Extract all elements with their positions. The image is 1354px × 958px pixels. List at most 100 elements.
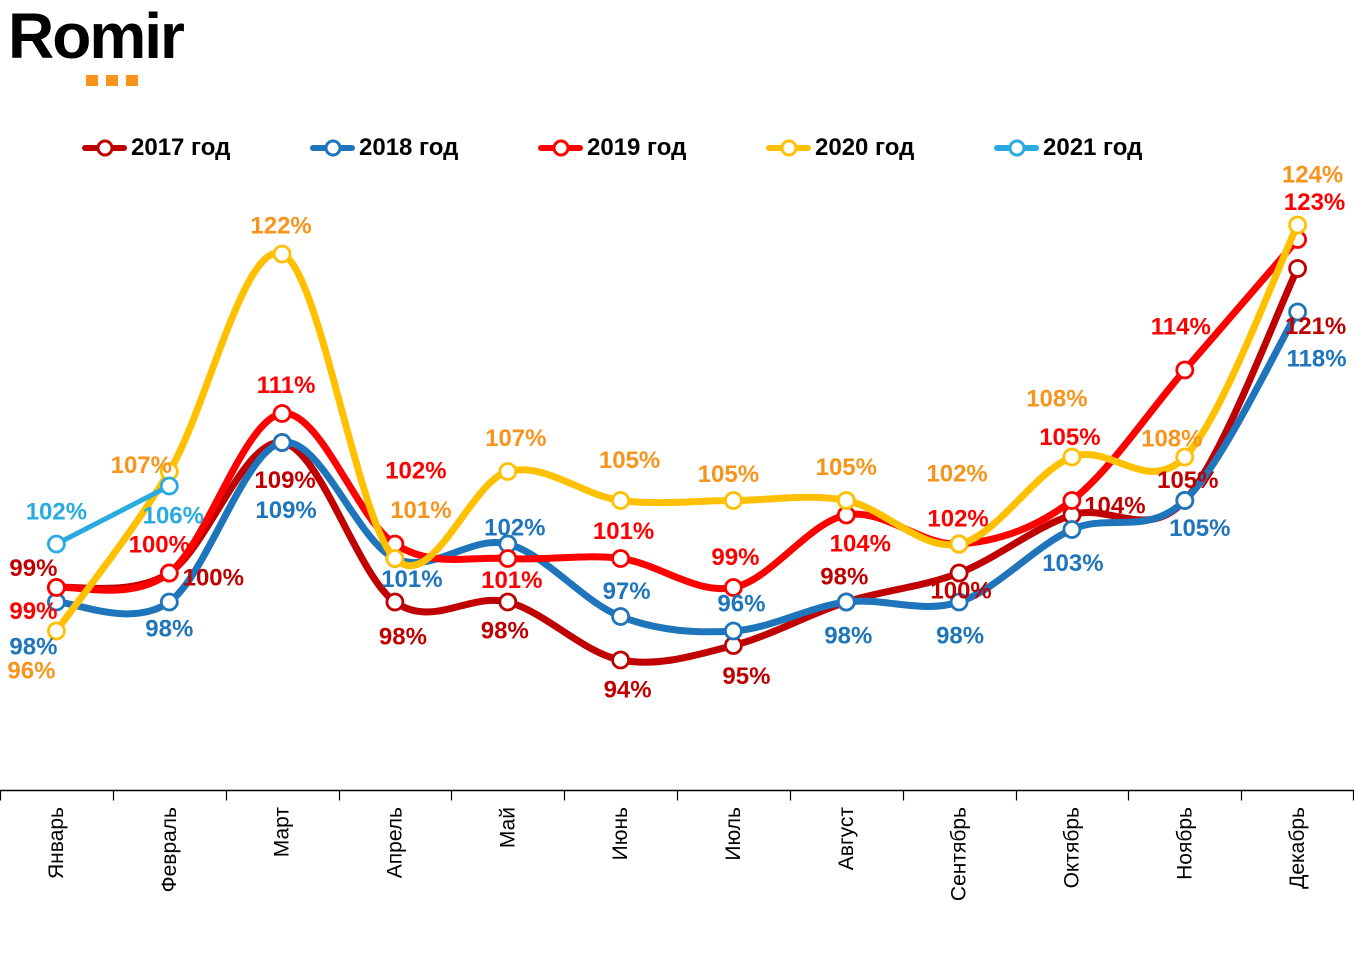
data-label: 123% <box>1284 189 1345 216</box>
data-point-marker <box>836 592 856 612</box>
data-label: 102% <box>926 461 987 488</box>
data-label: 107% <box>111 452 172 479</box>
data-label: 108% <box>1026 386 1087 413</box>
data-point-marker <box>385 549 405 568</box>
legend-item-2019: 2019 год <box>538 134 686 162</box>
romir-logo-dots-icon <box>86 75 138 86</box>
legend-marker-dot-icon <box>780 139 797 157</box>
data-point-marker <box>611 491 630 510</box>
legend-label: 2020 год <box>815 134 915 161</box>
romir-logo-text: Romir <box>8 0 185 72</box>
data-label: 100% <box>930 578 991 605</box>
data-point-marker <box>724 621 743 641</box>
data-label: 96% <box>7 658 55 685</box>
data-label: 102% <box>385 458 446 485</box>
data-label: 100% <box>183 565 244 592</box>
data-label: 101% <box>390 497 451 524</box>
data-point-marker <box>1062 520 1082 539</box>
data-label: 98% <box>936 623 984 650</box>
legend-marker-dot-icon <box>1008 139 1025 157</box>
data-label: 121% <box>1285 313 1346 340</box>
data-label: 98% <box>820 564 868 591</box>
x-axis-label: Декабрь <box>1286 807 1309 889</box>
data-point-marker <box>836 491 856 510</box>
data-label: 105% <box>599 447 660 474</box>
data-label: 105% <box>1169 515 1230 542</box>
x-axis-label: Октябрь <box>1060 807 1083 888</box>
data-point-marker <box>949 563 969 583</box>
legend-marker-icon <box>994 139 1039 157</box>
legend-marker-dot-icon <box>324 139 341 157</box>
data-label: 102% <box>26 499 87 526</box>
data-label: 98% <box>379 624 427 651</box>
logo-dot <box>126 75 138 86</box>
data-point-marker <box>949 534 969 554</box>
legend-marker-dot-icon <box>96 139 113 157</box>
data-point-marker <box>498 592 518 612</box>
data-point-marker <box>1062 447 1082 467</box>
data-label: 105% <box>698 461 759 488</box>
x-axis-label: Ноябрь <box>1173 807 1196 880</box>
data-point-marker <box>272 404 292 423</box>
data-point-marker <box>1175 491 1195 510</box>
legend-label: 2018 год <box>359 134 459 161</box>
logo-dot <box>106 75 118 86</box>
data-label: 102% <box>484 515 545 542</box>
data-label: 105% <box>1039 424 1100 451</box>
legend-marker-icon <box>766 139 811 157</box>
data-point-marker <box>47 621 66 641</box>
data-label: 122% <box>250 213 311 240</box>
data-point-marker <box>611 549 630 568</box>
legend-marker-dot-icon <box>552 139 569 157</box>
data-point-marker <box>949 592 969 612</box>
data-point-marker <box>272 244 292 264</box>
data-label: 104% <box>1084 493 1145 520</box>
data-label: 95% <box>722 663 770 690</box>
data-label: 98% <box>9 634 57 661</box>
data-label: 98% <box>145 616 193 643</box>
x-axis-label: Август <box>835 807 858 871</box>
data-point-marker <box>272 433 292 452</box>
logo-dot <box>86 75 98 86</box>
data-label: 101% <box>593 518 654 545</box>
legend-marker-icon <box>538 139 583 157</box>
data-label: 99% <box>9 598 57 625</box>
data-point-marker <box>611 650 630 670</box>
legend-marker-icon <box>310 139 355 157</box>
data-point-marker <box>385 592 405 612</box>
data-point-marker <box>1175 447 1195 467</box>
data-label: 101% <box>381 566 442 593</box>
legend-item-2020: 2020 год <box>766 134 914 162</box>
legend-label: 2019 год <box>587 134 687 161</box>
data-label: 109% <box>255 497 316 524</box>
data-point-marker <box>611 607 630 626</box>
data-point-marker <box>47 534 66 554</box>
data-point-marker <box>159 592 179 612</box>
data-point-marker <box>1062 491 1082 510</box>
data-point-marker <box>1288 215 1307 235</box>
data-label: 105% <box>816 454 877 481</box>
data-label: 103% <box>1042 550 1103 577</box>
x-axis-label: Февраль <box>158 807 181 892</box>
data-label: 98% <box>824 623 872 650</box>
data-label: 118% <box>1287 346 1347 373</box>
x-axis-label: Январь <box>45 807 68 879</box>
data-point-marker <box>159 563 179 583</box>
data-label: 96% <box>717 591 765 618</box>
legend-label: 2021 год <box>1043 134 1143 161</box>
data-label: 114% <box>1151 314 1211 341</box>
data-point-marker <box>1288 259 1307 278</box>
x-axis-label: Июль <box>722 807 745 861</box>
data-label: 97% <box>603 578 651 605</box>
data-point-marker <box>1175 360 1195 380</box>
data-point-marker <box>724 578 743 597</box>
series-line-2021 <box>53 483 172 547</box>
data-label: 111% <box>257 372 316 399</box>
x-axis-label: Март <box>271 807 294 858</box>
data-point-marker <box>159 476 179 496</box>
series-line-2019 <box>52 236 1302 594</box>
series-line-2017 <box>52 265 1302 666</box>
legend-item-2021: 2021 год <box>994 134 1142 162</box>
